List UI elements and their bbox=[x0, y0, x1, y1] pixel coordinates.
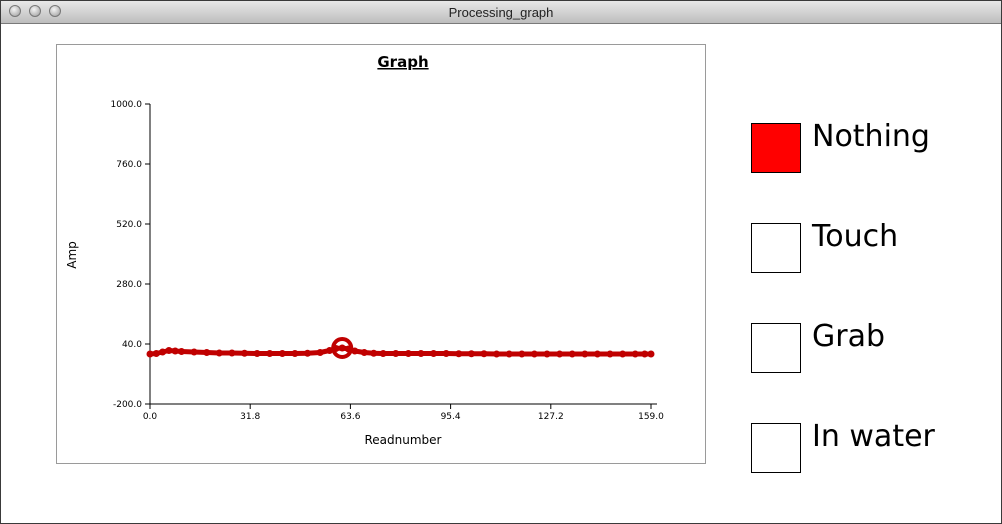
zoom-window-button[interactable] bbox=[49, 5, 61, 17]
data-point bbox=[379, 350, 387, 357]
line-chart: Graph Readnumber Amp 1000.0 760.0 520.0 280… bbox=[65, 53, 665, 447]
data-point bbox=[266, 350, 274, 357]
data-point bbox=[518, 350, 526, 358]
close-window-button[interactable] bbox=[9, 5, 21, 17]
data-point bbox=[480, 350, 488, 358]
x-tick-label: 95.4 bbox=[441, 412, 461, 422]
legend-label-nothing: Nothing bbox=[812, 119, 930, 154]
data-point bbox=[278, 350, 286, 357]
data-point bbox=[171, 347, 179, 355]
data-point bbox=[631, 350, 639, 358]
data-point bbox=[360, 349, 368, 356]
data-point bbox=[316, 349, 324, 356]
data-point bbox=[543, 350, 551, 358]
data-point bbox=[253, 350, 261, 357]
data-point bbox=[203, 349, 211, 356]
data-point bbox=[430, 350, 438, 357]
legend-item-nothing: Nothing bbox=[751, 119, 1002, 175]
legend-item-in-water: In water bbox=[751, 419, 1002, 475]
plot-area bbox=[146, 337, 655, 359]
data-point bbox=[467, 350, 475, 358]
window-title: Processing_graph bbox=[448, 5, 554, 20]
y-tick-label: -200.0 bbox=[113, 400, 142, 410]
chart-panel: Graph Readnumber Amp 1000.0 760.0 520.0 280… bbox=[56, 44, 706, 464]
data-point bbox=[152, 350, 160, 357]
y-tick-label: 40.0 bbox=[122, 340, 142, 350]
series-line bbox=[147, 345, 654, 357]
data-point bbox=[404, 350, 412, 357]
data-point bbox=[178, 348, 186, 355]
data-point bbox=[146, 350, 154, 358]
legend-swatch-touch bbox=[751, 223, 801, 273]
data-point bbox=[581, 350, 589, 358]
data-point bbox=[370, 349, 378, 357]
data-point bbox=[215, 349, 223, 357]
data-point bbox=[606, 350, 614, 358]
y-tick-label: 1000.0 bbox=[111, 100, 143, 110]
data-point bbox=[392, 350, 400, 357]
legend-swatch-in-water bbox=[751, 423, 801, 473]
legend-swatch-nothing bbox=[751, 123, 801, 173]
data-point bbox=[304, 349, 312, 357]
x-axis-label: Readnumber bbox=[365, 433, 442, 447]
data-point bbox=[530, 350, 538, 358]
axes: 1000.0 760.0 520.0 280.0 40.0 -200.00.0 31.8 63… bbox=[111, 100, 665, 422]
data-point bbox=[455, 350, 463, 358]
data-point bbox=[556, 350, 564, 358]
legend-swatch-grab bbox=[751, 323, 801, 373]
legend-label-touch: Touch bbox=[812, 219, 899, 254]
data-point bbox=[442, 350, 450, 357]
y-tick-label: 760.0 bbox=[116, 160, 142, 170]
x-tick-label: 127.2 bbox=[538, 412, 564, 422]
y-axis-label: Amp bbox=[65, 241, 79, 269]
data-point bbox=[568, 350, 576, 358]
legend-label-in-water: In water bbox=[812, 419, 935, 454]
y-tick-label: 520.0 bbox=[116, 220, 142, 230]
x-tick-label: 0.0 bbox=[143, 412, 158, 422]
data-point bbox=[159, 348, 167, 356]
x-tick-label: 159.0 bbox=[638, 412, 664, 422]
data-point bbox=[165, 347, 173, 354]
x-tick-label: 63.6 bbox=[340, 412, 360, 422]
data-point bbox=[417, 350, 425, 357]
data-point bbox=[619, 350, 627, 358]
minimize-window-button[interactable] bbox=[29, 5, 41, 17]
y-tick-label: 280.0 bbox=[116, 280, 142, 290]
x-tick-label: 31.8 bbox=[240, 412, 260, 422]
data-point bbox=[647, 350, 655, 358]
data-point bbox=[338, 344, 346, 352]
data-point bbox=[190, 348, 198, 356]
data-point bbox=[228, 349, 236, 357]
data-point bbox=[593, 350, 601, 358]
data-point bbox=[493, 350, 501, 358]
legend-item-touch: Touch bbox=[751, 219, 1002, 275]
data-point bbox=[241, 349, 249, 357]
chart-title: Graph bbox=[377, 53, 428, 71]
title-bar: Processing_graph bbox=[1, 1, 1001, 24]
data-point bbox=[641, 350, 649, 358]
current-point-marker bbox=[331, 337, 354, 359]
legend-label-grab: Grab bbox=[812, 319, 886, 354]
data-point bbox=[505, 350, 513, 358]
data-point bbox=[291, 350, 299, 357]
legend-item-grab: Grab bbox=[751, 319, 1002, 375]
